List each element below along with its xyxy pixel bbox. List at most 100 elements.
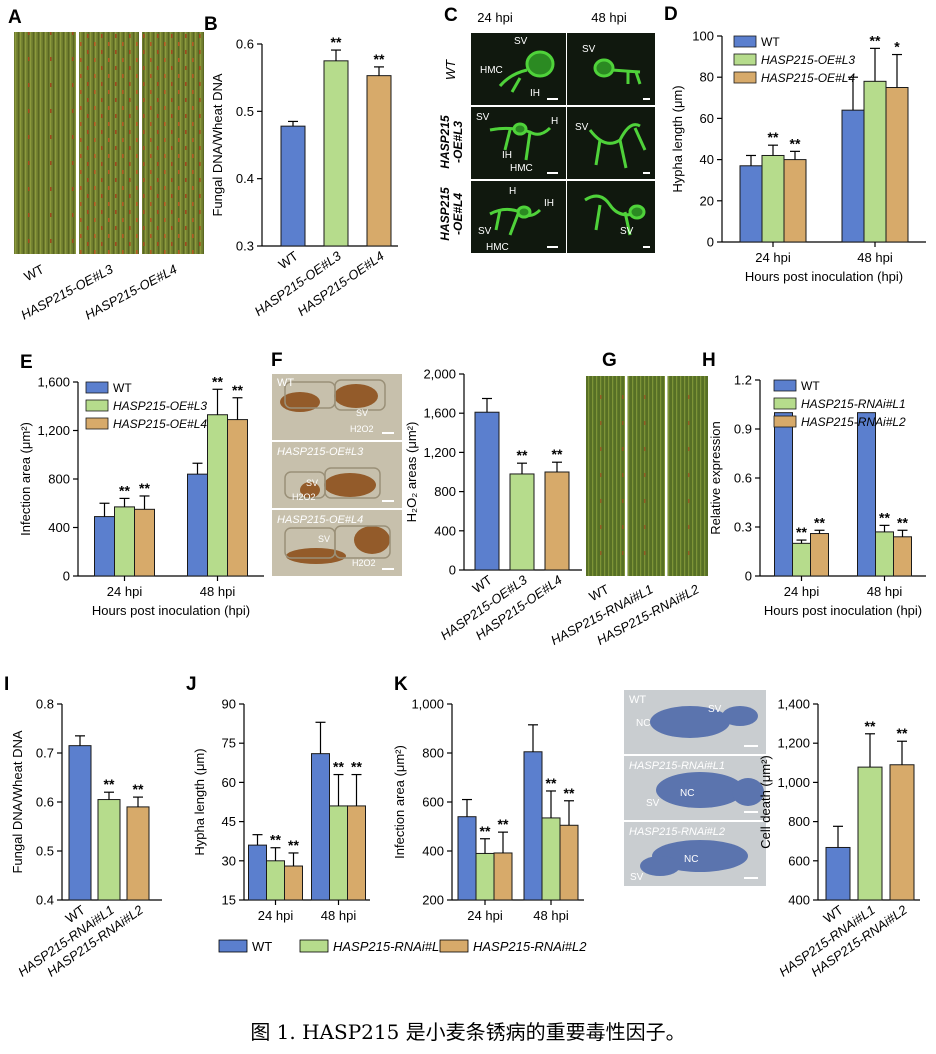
legend-label: WT	[113, 381, 132, 395]
y-tick-label: 60	[222, 775, 236, 790]
chart-h: 0 0.3 0.6 0.9 1.2 Relative expression H ** ** 24 …	[702, 350, 926, 618]
y-tick-label: 1,200	[423, 445, 456, 460]
y-tick-label: 800	[788, 814, 810, 829]
chart-j: 15 30 45 60 75 90 Hypha length (μm) J ** ** 24 hpi…	[186, 674, 370, 923]
legend-swatch	[733, 71, 757, 84]
bar-s0-c0	[774, 412, 793, 577]
panel-letter-f: F	[271, 350, 283, 371]
y-tick-label: 0.6	[734, 471, 752, 486]
l-img1-sv: SV	[708, 704, 722, 715]
f-img1-h2o2: H2O2	[350, 424, 374, 434]
significance-mark: **	[564, 785, 575, 801]
y-tick-label: 20	[700, 193, 714, 208]
y-tick-label: 100	[692, 29, 714, 44]
panel-l-micrographs: WT HASP215-RNAi#L1 HASP215-RNAi#L2 SV NC…	[624, 690, 766, 886]
legend-label: WT	[801, 379, 820, 393]
y-tick-label: 800	[422, 746, 444, 761]
legend-swatch	[85, 399, 109, 412]
significance-mark: **	[768, 129, 779, 145]
bar-s1-c1	[863, 80, 887, 243]
panel-letter-d: D	[664, 4, 678, 25]
significance-mark: **	[870, 32, 881, 48]
bar-s0-c0	[94, 516, 115, 577]
x-category-label: WT	[276, 248, 301, 272]
significance-mark: **	[104, 776, 115, 792]
bar-s2-c1	[893, 536, 912, 577]
y-tick-label: 75	[222, 736, 236, 751]
c-r2c1-ih: IH	[502, 150, 512, 161]
c-r1c1-sv: SV	[514, 36, 528, 47]
bar-s0-c1	[311, 753, 330, 901]
y-tick-label: 0.5	[236, 104, 254, 119]
significance-mark: **	[119, 482, 130, 498]
legend-swatch	[773, 379, 797, 392]
y-tick-label: 0.7	[36, 746, 54, 761]
bar-cat-2	[126, 806, 150, 901]
bar-cat-1	[97, 799, 121, 901]
significance-mark: **	[288, 837, 299, 853]
chart-l2: 400 600 800 1,000 1,200 1,400 Cell death (μm²)…	[758, 697, 920, 980]
bar-s0-c1	[523, 751, 543, 901]
panel-c-col-48hpi: 48 hpi	[591, 10, 627, 25]
panel-c-micrographs: 24 hpi 48 hpi WT HASP215 -OE#L3 HASP215 …	[438, 10, 655, 253]
y-tick-label: 400	[422, 844, 444, 859]
y-axis-label: Hypha length (μm)	[192, 748, 207, 855]
chart-k: 200 400 600 800 1,000 Infection area (μm²) K **…	[392, 674, 584, 923]
significance-mark: **	[546, 775, 557, 791]
panel-letter-k: K	[394, 674, 408, 695]
y-tick-label: 400	[788, 893, 810, 908]
bar-cat-0	[825, 846, 851, 901]
panel-c-row-oe-l4-suffix: -OE#L4	[451, 193, 465, 235]
y-tick-label: 0.6	[36, 795, 54, 810]
bar-cat-0	[474, 411, 500, 571]
y-axis-label: Cell death (μm²)	[758, 755, 773, 848]
panel-letter-g: G	[602, 350, 617, 371]
y-tick-label: 0.9	[734, 422, 752, 437]
bottom-legend-label-l2: HASP215-RNAi#L2	[473, 939, 587, 954]
y-axis-label: Infection area (μm²)	[18, 422, 33, 536]
x-category-label: 48 hpi	[867, 584, 903, 599]
x-category-label: 24 hpi	[467, 908, 503, 923]
bar-s1-c0	[761, 154, 785, 243]
significance-mark: **	[139, 480, 150, 496]
bar-s2-c0	[810, 533, 829, 577]
bar-s2-c0	[493, 852, 513, 901]
f-img1-title: WT	[277, 377, 294, 389]
bar-s2-c1	[347, 805, 366, 901]
bar-cat-2	[366, 75, 392, 247]
legend-label: HASP215-OE#L4	[761, 71, 855, 85]
y-tick-label: 0	[449, 563, 456, 578]
significance-mark: **	[232, 382, 243, 398]
bar-s1-c0	[266, 860, 285, 901]
c-r3c2-sv: SV	[620, 226, 634, 237]
panel-letter-c: C	[444, 5, 458, 26]
panel-f-micrographs: WT HASP215-OE#L3 HASP215-OE#L4 SV H2O2 S…	[272, 374, 402, 576]
bar-s2-c1	[885, 87, 909, 243]
significance-mark: **	[897, 514, 908, 530]
y-axis-label: H₂O₂ areas (μm²)	[404, 422, 419, 523]
l-img1-title: WT	[629, 694, 646, 706]
y-tick-label: 0.3	[734, 520, 752, 535]
panel-letter-b: B	[204, 14, 218, 35]
c-r2c2-sv: SV	[575, 122, 589, 133]
y-tick-label: 800	[434, 484, 456, 499]
x-category-label: 24 hpi	[107, 584, 143, 599]
significance-mark: **	[351, 759, 362, 775]
x-category-label: 24 hpi	[258, 908, 294, 923]
c-r1c1-hmc: HMC	[480, 65, 503, 76]
c-r3c1-h: H	[509, 186, 516, 197]
x-axis-label: Hours post inoculation (hpi)	[92, 603, 250, 618]
x-category-label: 48 hpi	[200, 584, 236, 599]
legend-swatch	[85, 417, 109, 430]
y-tick-label: 600	[422, 795, 444, 810]
significance-mark: **	[879, 509, 890, 525]
panel-c-row-oe-l3-suffix: -OE#L3	[451, 121, 465, 163]
significance-mark: **	[333, 759, 344, 775]
significance-mark: **	[790, 135, 801, 151]
panel-letter-j: J	[186, 674, 197, 695]
bottom-legend-swatch-l2	[439, 939, 469, 953]
y-tick-label: 1.2	[734, 373, 752, 388]
c-r1c2-sv: SV	[582, 44, 596, 55]
bar-s0-c1	[841, 109, 865, 243]
legend-label: HASP215-OE#L4	[113, 417, 207, 431]
